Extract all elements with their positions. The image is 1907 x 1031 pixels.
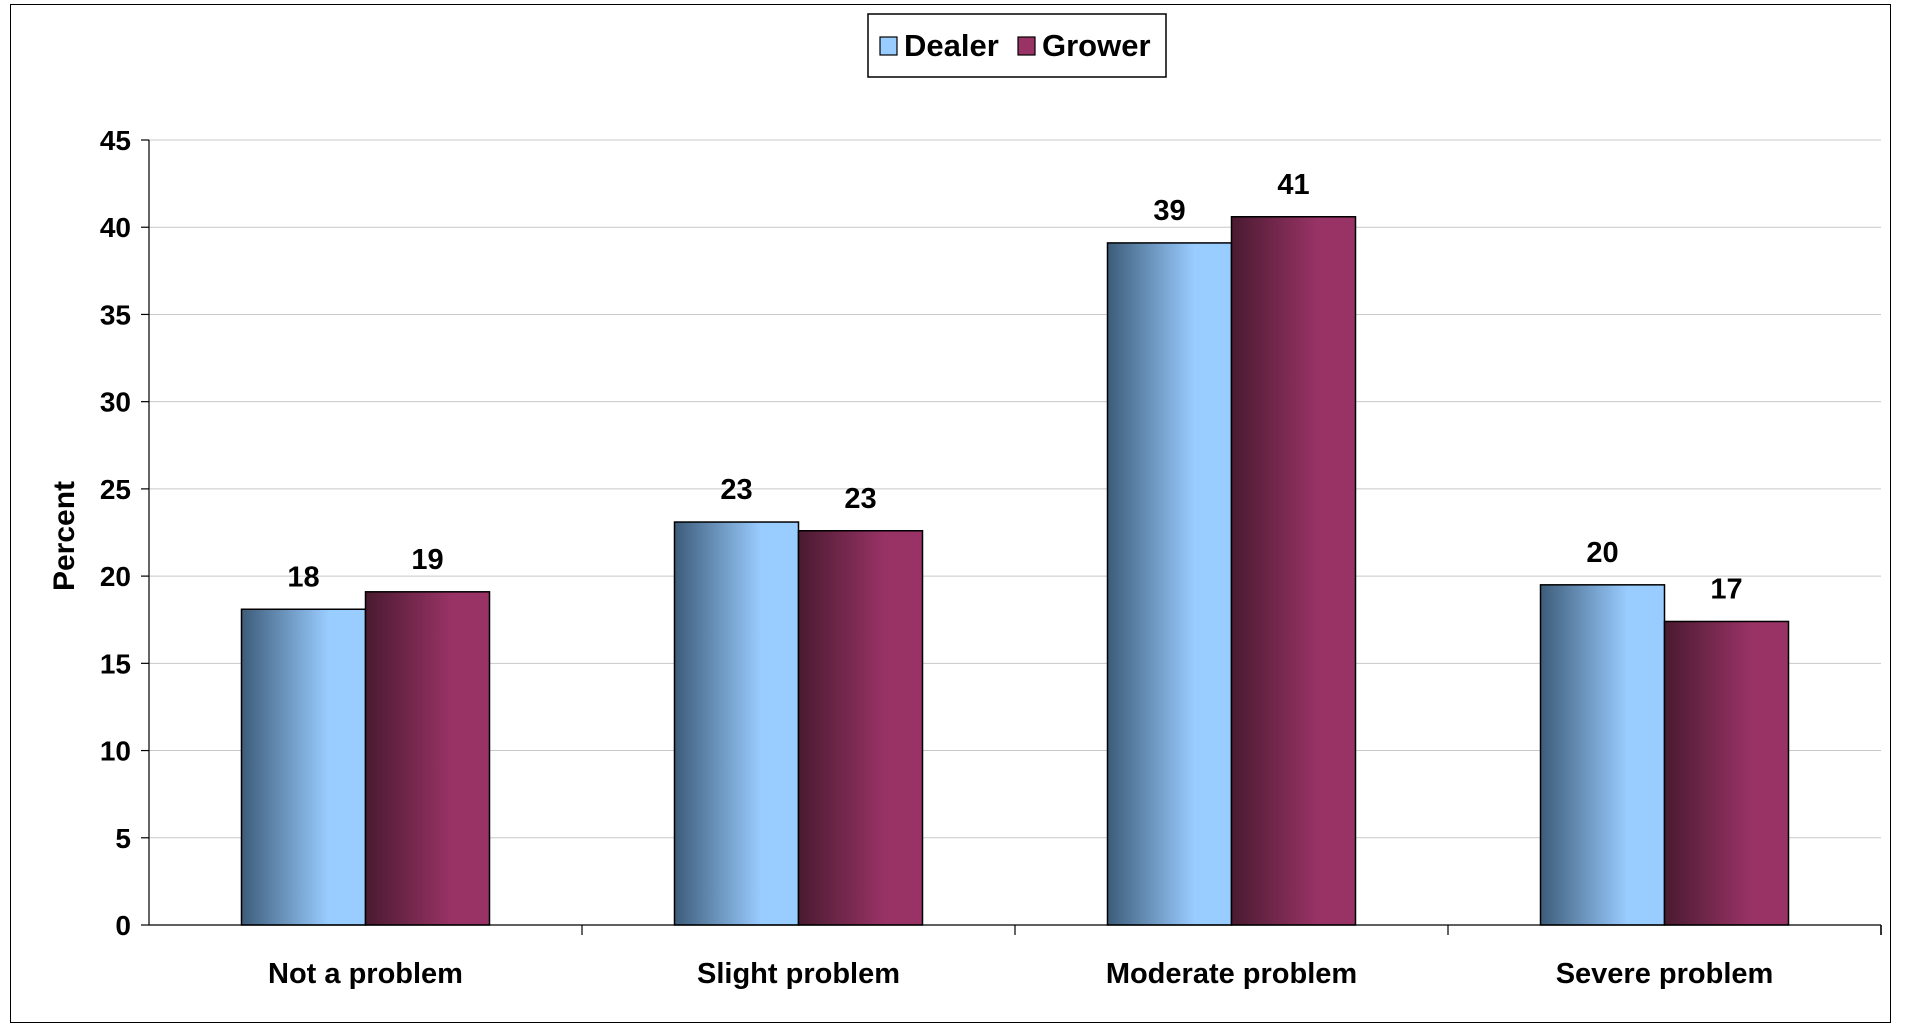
x-tick-label: Slight problem <box>697 958 900 990</box>
legend-swatch-dealer <box>879 36 898 56</box>
x-tick-labels: Not a problem Slight problem Moderate prob… <box>268 958 1773 990</box>
y-tick-label: 20 <box>100 561 131 592</box>
legend-swatch-grower <box>1017 36 1036 56</box>
y-tick-label: 45 <box>100 125 131 156</box>
y-tick-label: 25 <box>100 474 131 505</box>
x-tick-label: Not a problem <box>268 958 463 990</box>
x-tick-label: Moderate problem <box>1106 958 1357 990</box>
bar-grower-2 <box>1230 216 1357 926</box>
legend: Dealer Grower <box>867 13 1167 78</box>
legend-label-grower: Grower <box>1042 28 1151 63</box>
data-label: 23 <box>720 474 752 506</box>
y-tick-label: 15 <box>100 648 131 679</box>
data-label: 39 <box>1153 195 1185 227</box>
bar-dealer-3 <box>1539 584 1666 926</box>
y-tick-label: 35 <box>100 299 131 330</box>
bar-dealer-0 <box>240 608 367 926</box>
data-label: 20 <box>1586 537 1618 569</box>
axes <box>148 140 1882 935</box>
y-tick-label: 10 <box>100 736 131 767</box>
bar-grower-0 <box>364 591 491 926</box>
bar-grower-3 <box>1663 620 1790 926</box>
data-label: 17 <box>1710 573 1742 605</box>
y-tick-labels: 0 5 10 15 20 25 30 35 40 45 <box>100 125 131 941</box>
y-tick-label: 5 <box>115 823 131 854</box>
y-tick-label: 30 <box>100 387 131 418</box>
bar-dealer-1 <box>673 521 800 926</box>
data-label: 41 <box>1277 169 1309 201</box>
legend-label-dealer: Dealer <box>904 28 999 63</box>
value-labels: 18 19 23 23 39 41 20 17 <box>287 169 1742 606</box>
y-tick-label: 40 <box>100 212 131 243</box>
data-label: 19 <box>411 544 443 576</box>
y-tick-label: 0 <box>115 910 131 941</box>
data-label: 23 <box>844 483 876 515</box>
bar-grower-1 <box>797 530 924 926</box>
y-axis-title: Percent <box>48 481 81 591</box>
bar-dealer-2 <box>1106 242 1233 926</box>
data-label: 18 <box>287 561 319 593</box>
legend-box <box>867 13 1167 78</box>
bars <box>240 216 1790 926</box>
x-tick-label: Severe problem <box>1556 958 1774 990</box>
